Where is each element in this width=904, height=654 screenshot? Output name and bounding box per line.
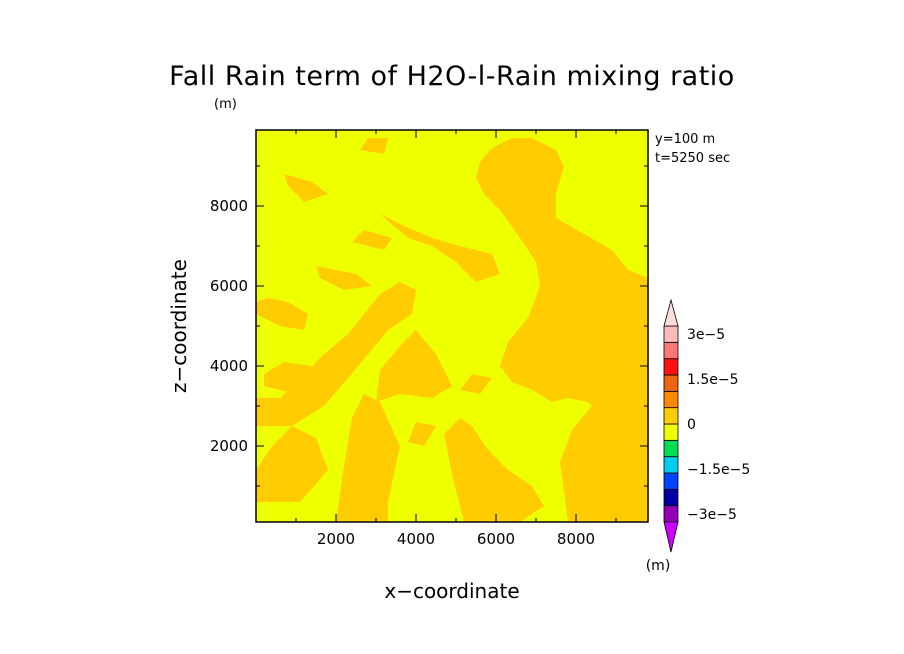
x-tick-label: 8000 (557, 530, 595, 548)
colorbar-tick-label: −1.5e−5 (687, 462, 750, 478)
colorbar-segment-7 (663, 390, 679, 409)
colorbar-segment-3 (663, 456, 679, 474)
contour-patch-8 (408, 422, 436, 446)
colorbar-segment-0 (663, 505, 679, 523)
contour-patch-14 (360, 138, 388, 154)
annotation-time: t=5250 sec (655, 151, 730, 166)
y-tick-labels: 2000 4000 6000 8000 (210, 197, 248, 455)
annotation-y-position: y=100 m (655, 132, 715, 147)
contour-patch-10 (256, 298, 308, 330)
colorbar-segment-1 (663, 488, 679, 507)
y-unit-label: (m) (214, 97, 237, 112)
y-axis-label: z−coordinate (167, 259, 191, 393)
contour-patch-11 (284, 174, 328, 202)
colorbar-tick-label: 0 (687, 417, 696, 433)
colorbar-tick-label: −3e−5 (687, 507, 737, 523)
colorbar-segment-2 (663, 472, 679, 490)
y-tick-label: 4000 (210, 357, 248, 375)
contour-patch-9 (460, 374, 492, 394)
axis-ticks (256, 130, 648, 522)
colorbar-labels: 3e−5 1.5e−5 0 −1.5e−5 −3e−5 (687, 327, 750, 523)
colorbar-segment-10 (663, 341, 679, 360)
x-tick-label: 2000 (317, 530, 355, 548)
colorbar-low-arrow (663, 521, 679, 553)
contour-patch-7 (380, 214, 500, 282)
colorbar-segment-6 (663, 407, 679, 425)
colorbar-tick-label: 1.5e−5 (687, 372, 739, 388)
colorbar-segment-4 (663, 439, 679, 458)
contour-patch-2 (560, 398, 648, 522)
colorbar-segment-11 (663, 325, 679, 343)
contour-patch-15 (604, 278, 648, 326)
x-axis-label: x−coordinate (384, 579, 519, 603)
chart-title: Fall Rain term of H2O-l-Rain mixing rati… (169, 61, 735, 92)
colorbar-segment-8 (663, 374, 679, 392)
colorbar-segment-9 (663, 358, 679, 376)
contour-patch-16 (264, 362, 320, 394)
contour-patch-5 (256, 426, 328, 502)
contour-patch-13 (352, 230, 392, 250)
y-tick-label: 6000 (210, 277, 248, 295)
x-tick-label: 6000 (477, 530, 515, 548)
contour-patch-6 (376, 330, 452, 402)
colorbar-unit: (m) (646, 558, 671, 574)
x-tick-labels: 2000 4000 6000 8000 (317, 530, 595, 548)
contour-patches (256, 138, 648, 522)
contour-patch-3 (444, 418, 544, 522)
contour-patch-12 (316, 266, 372, 290)
colorbar-segment-5 (663, 423, 679, 441)
contour-patch-0 (476, 138, 648, 442)
colorbar-tick-label: 3e−5 (687, 327, 725, 343)
x-tick-label: 4000 (397, 530, 435, 548)
y-tick-label: 2000 (210, 437, 248, 455)
colorbar-high-arrow (663, 298, 679, 327)
y-tick-label: 8000 (210, 197, 248, 215)
contour-patch-4 (336, 394, 400, 522)
colorbar (663, 298, 679, 553)
